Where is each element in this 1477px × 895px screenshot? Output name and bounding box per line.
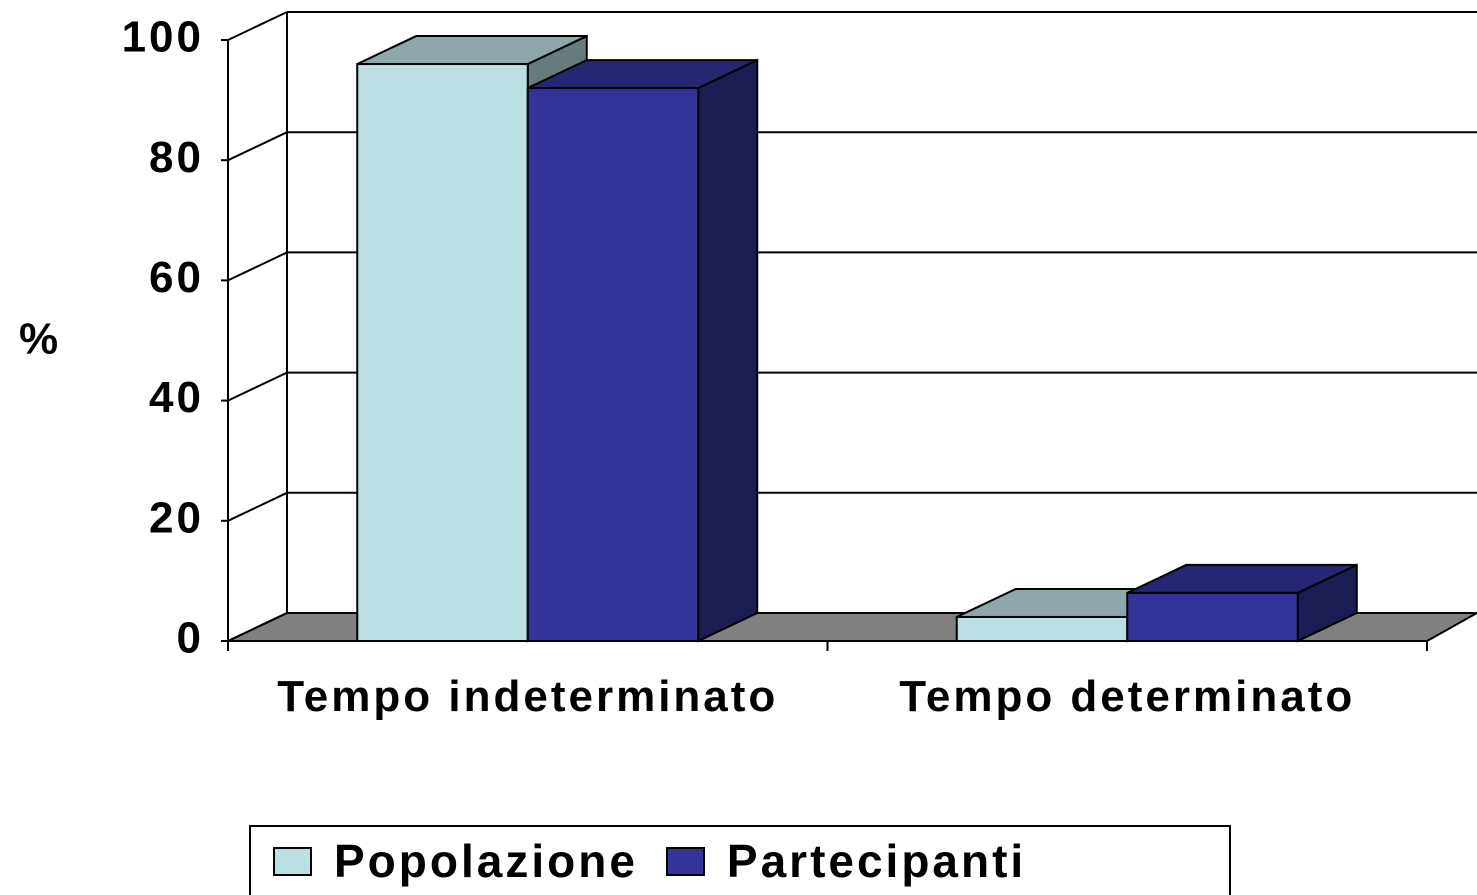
grid-line-side	[227, 491, 288, 522]
bar-front	[955, 615, 1129, 643]
x-tick-label: Tempo indeterminato	[277, 672, 779, 721]
bar-side	[697, 58, 759, 643]
bar-front	[526, 87, 700, 642]
legend-swatch	[665, 846, 705, 876]
y-tick-label: 20	[149, 493, 204, 542]
bar	[526, 58, 759, 643]
legend-swatch	[273, 846, 312, 876]
y-tick-label: 60	[149, 253, 204, 302]
y-tick-label: 80	[149, 133, 204, 182]
grid-line-side	[227, 251, 288, 282]
x-tick-label: Tempo determinato	[899, 672, 1356, 721]
grid-line-side	[227, 131, 288, 162]
legend-label: Popolazione	[334, 835, 638, 887]
y-axis-label: %	[19, 315, 61, 364]
y-tick-label: 40	[149, 373, 204, 422]
legend-item: Partecipanti	[665, 834, 1027, 888]
y-tick-label: 0	[177, 614, 204, 663]
grid-line-side	[227, 11, 288, 41]
bar-front	[1126, 591, 1299, 642]
grid-line-side	[227, 612, 288, 642]
legend: Popolazione Partecipanti	[249, 825, 1231, 895]
legend-label: Partecipanti	[726, 835, 1027, 887]
y-tick-label: 100	[122, 13, 204, 62]
legend-item: Popolazione	[273, 834, 638, 888]
grid-line-side	[227, 371, 288, 402]
bar-front	[356, 63, 529, 643]
bar	[1126, 563, 1358, 643]
